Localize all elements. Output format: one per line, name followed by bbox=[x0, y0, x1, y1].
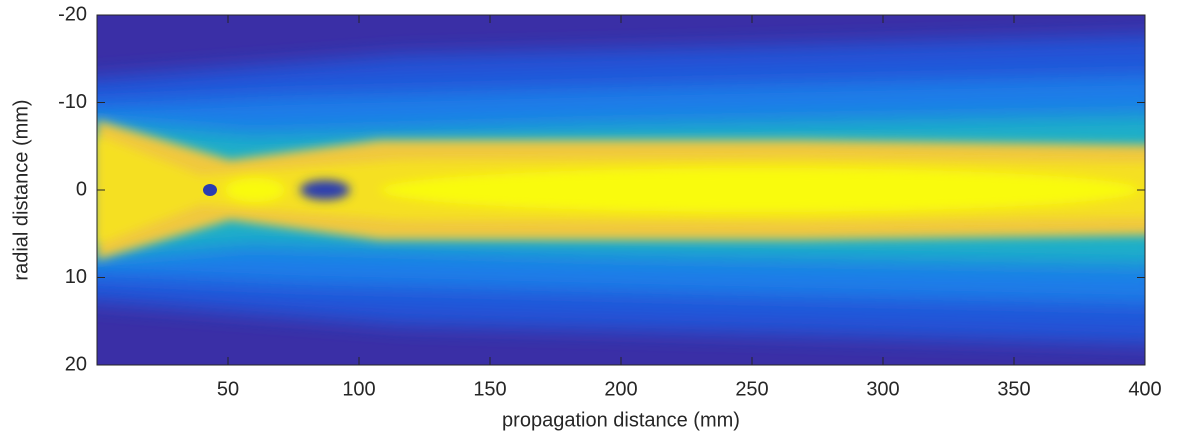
x-tick-label: 350 bbox=[997, 378, 1030, 400]
y-tick-label: 20 bbox=[65, 353, 87, 375]
x-tick-label: 150 bbox=[473, 378, 506, 400]
x-tick-label: 200 bbox=[604, 378, 637, 400]
y-tick-label: -20 bbox=[58, 3, 87, 25]
x-tick-label: 300 bbox=[866, 378, 899, 400]
heatmap-image bbox=[97, 15, 1145, 365]
x-tick-label: 100 bbox=[342, 378, 375, 400]
x-tick-label: 250 bbox=[735, 378, 768, 400]
y-tick-label: 10 bbox=[65, 266, 87, 288]
x-axis-label: propagation distance (mm) bbox=[502, 409, 740, 431]
y-tick-label: 0 bbox=[76, 178, 87, 200]
y-tick-label: -10 bbox=[58, 91, 87, 113]
x-tick-label: 400 bbox=[1128, 378, 1161, 400]
y-axis-label: radial distance (mm) bbox=[10, 99, 32, 280]
x-tick-label: 50 bbox=[217, 378, 239, 400]
